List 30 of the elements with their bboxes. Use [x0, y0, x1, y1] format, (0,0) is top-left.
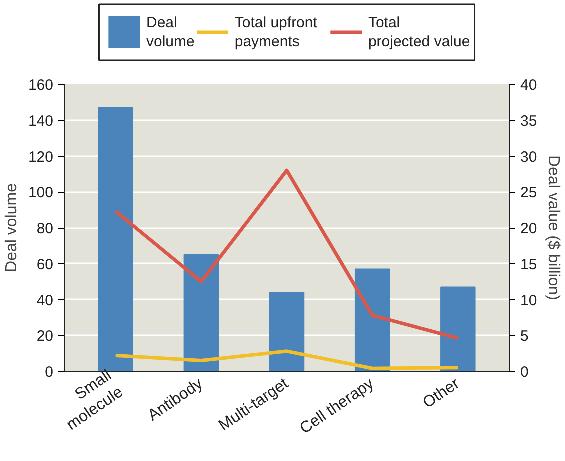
y2-tick-label: 15 — [520, 256, 538, 274]
y-tick-label: 60 — [36, 256, 54, 274]
bar — [184, 254, 220, 372]
bar — [269, 292, 305, 372]
y-tick-label: 0 — [45, 364, 54, 381]
y2-tick-label: 35 — [520, 112, 538, 130]
bar — [440, 286, 476, 372]
y2-tick-label: 30 — [520, 148, 538, 166]
y2-tick-label: 40 — [520, 77, 538, 94]
y2-tick-label: 5 — [520, 328, 529, 346]
y2-tick-label: 20 — [520, 220, 538, 238]
y2-tick-label: 10 — [520, 292, 538, 310]
y-tick-label: 40 — [36, 292, 54, 310]
legend-label: Total projected value — [368, 14, 470, 50]
y2-tick-label: 0 — [520, 364, 529, 381]
y-tick-label: 140 — [28, 112, 54, 130]
y2-axis-title: Deal value ($ billion) — [545, 156, 562, 300]
legend-label: Total upfront payments — [234, 14, 318, 50]
y-tick-label: 20 — [36, 328, 54, 346]
y-tick-label: 120 — [28, 148, 54, 166]
line-series — [114, 350, 460, 370]
y-tick-label: 160 — [28, 77, 54, 94]
x-tick-label: Other — [420, 375, 464, 412]
legend-label: Deal volume — [146, 14, 195, 50]
line-series — [114, 168, 460, 340]
y-tick-label: 100 — [28, 184, 54, 202]
bar — [354, 268, 390, 372]
y-tick-label: 80 — [36, 220, 54, 238]
y-axis-title: Deal volume — [3, 183, 20, 272]
y2-tick-label: 25 — [520, 184, 538, 202]
